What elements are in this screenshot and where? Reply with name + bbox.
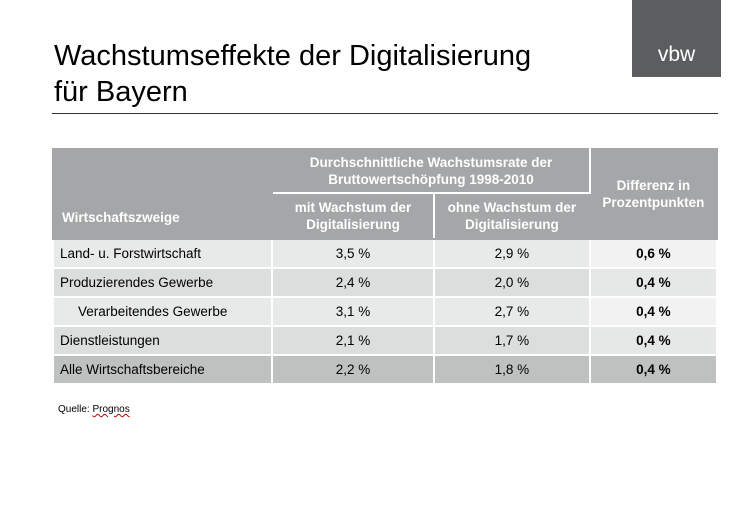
- value-cell: 2,2 %: [271, 354, 435, 385]
- source-label: Quelle:: [58, 404, 90, 415]
- title-line: Wachstumseffekte der Digitalisierung: [54, 40, 532, 72]
- data-table: Wirtschaftszweige Durchschnittliche Wach…: [51, 148, 719, 385]
- table-row: Alle Wirtschaftsbereiche 2,2 % 1,8 % 0,4 %: [51, 354, 719, 385]
- difference-cell: 0,4 %: [588, 267, 719, 298]
- table-row: Dienstleistungen 2,1 % 1,7 % 0,4 %: [51, 325, 719, 356]
- source: Quelle: Prognos: [58, 404, 130, 415]
- table-row: Verarbeitendes Gewerbe 3,1 % 2,7 % 0,4 %: [51, 296, 719, 327]
- difference-header: Differenz in Prozentpunkten: [588, 148, 719, 240]
- column-header: mit Wachstum der Digitalisierung: [271, 192, 435, 240]
- logo: vbw: [632, 0, 721, 77]
- value-cell: 1,8 %: [432, 354, 591, 385]
- value-cell: 2,0 %: [432, 267, 591, 298]
- row-label: Alle Wirtschaftsbereiche: [51, 354, 274, 385]
- difference-cell: 0,6 %: [588, 238, 719, 269]
- value-cell: 1,7 %: [432, 325, 591, 356]
- group-header-line: Bruttowertschöpfung 1998-2010: [328, 172, 534, 187]
- title-line: für Bayern: [54, 76, 188, 108]
- row-label: Produzierendes Gewerbe: [51, 267, 274, 298]
- value-cell: 2,1 %: [271, 325, 435, 356]
- table-body: Land- u. Forstwirtschaft 3,5 % 2,9 % 0,6 % P…: [51, 238, 719, 385]
- row-label: Land- u. Forstwirtschaft: [51, 238, 274, 269]
- title-rule: [52, 113, 718, 114]
- group-header-line: Durchschnittliche Wachstumsrate der: [309, 155, 553, 170]
- difference-cell: 0,4 %: [588, 296, 719, 327]
- group-header: Durchschnittliche Wachstumsrate der Brut…: [271, 148, 591, 194]
- row-label: Dienstleistungen: [51, 325, 274, 356]
- value-cell: 3,5 %: [271, 238, 435, 269]
- difference-cell: 0,4 %: [588, 354, 719, 385]
- table-row: Land- u. Forstwirtschaft 3,5 % 2,9 % 0,6 %: [51, 238, 719, 269]
- table-row: Produzierendes Gewerbe 2,4 % 2,0 % 0,4 %: [51, 267, 719, 298]
- column-header: ohne Wachstum der Digitalisierung: [432, 192, 591, 240]
- title: Wachstumseffekte der Digitalisierung für…: [54, 38, 531, 110]
- value-cell: 3,1 %: [271, 296, 435, 327]
- value-cell: 2,4 %: [271, 267, 435, 298]
- row-label: Verarbeitendes Gewerbe: [51, 296, 274, 327]
- row-label-header: Wirtschaftszweige: [51, 148, 274, 240]
- difference-cell: 0,4 %: [588, 325, 719, 356]
- value-cell: 2,9 %: [432, 238, 591, 269]
- value-cell: 2,7 %: [432, 296, 591, 327]
- source-name: Prognos: [92, 404, 130, 415]
